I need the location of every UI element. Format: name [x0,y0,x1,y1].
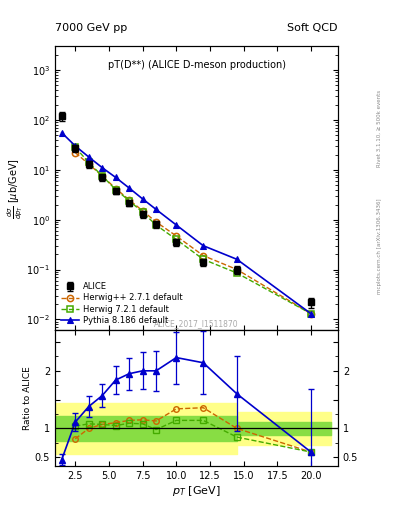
Herwig++ 2.7.1 default [140,208,145,214]
Herwig++ 2.7.1 default [113,185,118,191]
Legend: ALICE, Herwig++ 2.7.1 default, Herwig 7.2.1 default, Pythia 8.186 default: ALICE, Herwig++ 2.7.1 default, Herwig 7.… [59,281,184,326]
Herwig 7.2.1 default [113,186,118,193]
Herwig++ 2.7.1 default [154,219,158,225]
Y-axis label: $\frac{d\sigma}{dp_T}$ [$\mu$b/GeV]: $\frac{d\sigma}{dp_T}$ [$\mu$b/GeV] [6,158,25,219]
Herwig 7.2.1 default [100,173,105,179]
Herwig 7.2.1 default [86,159,91,165]
Herwig 7.2.1 default [201,256,206,262]
Pythia 8.186 default [235,256,239,262]
Pythia 8.186 default [140,196,145,202]
Herwig++ 2.7.1 default [174,233,179,239]
Herwig 7.2.1 default [140,209,145,216]
Pythia 8.186 default [73,143,77,149]
Herwig 7.2.1 default [127,198,132,204]
Herwig++ 2.7.1 default [235,266,239,272]
Text: ALICE_2017_I1511870: ALICE_2017_I1511870 [154,318,239,328]
X-axis label: $p_T$ [GeV]: $p_T$ [GeV] [172,483,221,498]
Herwig 7.2.1 default [235,270,239,276]
Text: 7000 GeV pp: 7000 GeV pp [55,23,127,33]
Pythia 8.186 default [100,164,105,170]
Line: Herwig 7.2.1 default: Herwig 7.2.1 default [72,144,314,317]
Pythia 8.186 default [201,243,206,249]
Herwig 7.2.1 default [309,311,313,317]
Herwig++ 2.7.1 default [201,252,206,259]
Y-axis label: Ratio to ALICE: Ratio to ALICE [23,366,32,430]
Herwig++ 2.7.1 default [127,197,132,203]
Pythia 8.186 default [59,130,64,136]
Herwig++ 2.7.1 default [100,173,105,179]
Herwig 7.2.1 default [73,144,77,151]
Pythia 8.186 default [154,206,158,212]
Herwig++ 2.7.1 default [309,311,313,317]
Line: Pythia 8.186 default: Pythia 8.186 default [59,130,314,317]
Pythia 8.186 default [86,154,91,160]
Pythia 8.186 default [309,311,313,317]
Herwig 7.2.1 default [154,222,158,228]
Herwig++ 2.7.1 default [73,150,77,156]
Pythia 8.186 default [174,222,179,228]
Pythia 8.186 default [113,175,118,181]
Herwig++ 2.7.1 default [86,161,91,167]
Text: Soft QCD: Soft QCD [288,23,338,33]
Herwig 7.2.1 default [174,237,179,243]
Line: Herwig++ 2.7.1 default: Herwig++ 2.7.1 default [72,150,314,317]
Text: Rivet 3.1.10, ≥ 500k events: Rivet 3.1.10, ≥ 500k events [377,90,382,166]
Text: mcplots.cern.ch [arXiv:1306.3436]: mcplots.cern.ch [arXiv:1306.3436] [377,198,382,293]
Text: pT(D**) (ALICE D-meson production): pT(D**) (ALICE D-meson production) [108,60,285,70]
Pythia 8.186 default [127,185,132,191]
